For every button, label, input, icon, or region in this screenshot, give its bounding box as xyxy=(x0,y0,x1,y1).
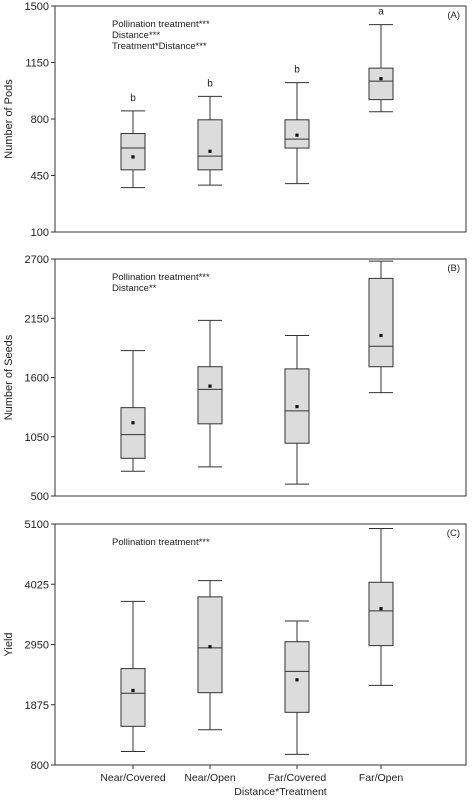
panel-a-annotation: Distance*** xyxy=(112,30,160,41)
panel-b-box-3-mean-marker xyxy=(379,333,383,338)
x-category-label: Far/Covered xyxy=(268,772,327,784)
panel-a-box-3-iqr xyxy=(368,67,394,101)
x-axis-label: Distance*Treatment xyxy=(234,786,326,798)
panel-c-y-tick-label: 5100 xyxy=(25,519,49,531)
panel-c-label: (C) xyxy=(447,528,460,539)
panel-a-y-tick-label: 100 xyxy=(31,227,49,239)
panel-a-box-1-iqr xyxy=(197,119,223,171)
panel-c-box-3-mean-marker xyxy=(379,607,383,611)
panel-c-y-tick-label: 1875 xyxy=(25,700,49,712)
panel-b-box-1-iqr xyxy=(197,366,223,425)
panel-a-y-tick-label: 450 xyxy=(31,171,49,183)
panel-a-box-2-significance-letter: b xyxy=(294,65,300,76)
panel-a-label: (A) xyxy=(447,10,460,21)
panel-b-y-axis-label: Number of Seeds xyxy=(3,334,15,420)
panel-c-y-tick-label: 2950 xyxy=(25,640,49,652)
x-category-label: Near/Covered xyxy=(100,772,166,784)
panel-c-y-tick-label: 4025 xyxy=(25,579,49,591)
panel-a-box-3-mean-marker xyxy=(379,77,383,81)
panel-a-y-tick-label: 1500 xyxy=(25,1,49,13)
panel-c-box-2-mean-marker xyxy=(295,678,299,682)
panel-a-box-0-significance-letter: b xyxy=(130,93,136,104)
panel-c-annotation: Pollination treatment*** xyxy=(112,537,210,548)
panel-c-frame xyxy=(54,523,467,766)
panel-c-box-1-iqr xyxy=(197,596,223,694)
panel-a-box-1-mean-marker xyxy=(208,149,212,153)
panel-a-annotation: Treatment*Distance*** xyxy=(112,41,207,52)
panel-b-box-1-mean-marker xyxy=(208,384,212,388)
panel-a-annotation: Pollination treatment*** xyxy=(112,19,210,30)
panel-a-box-1-significance-letter: b xyxy=(207,78,213,89)
x-category-label: Far/Open xyxy=(359,772,404,784)
panel-c-y-axis-label: Yield xyxy=(3,632,15,656)
panel-c-box-0-iqr xyxy=(120,668,146,727)
panel-c-box-1-mean-marker xyxy=(208,645,212,649)
panel-a-box-0-mean-marker xyxy=(131,155,135,159)
panel-b-annotation: Pollination treatment*** xyxy=(112,272,210,283)
panel-b-box-0-iqr xyxy=(120,407,146,459)
panel-a-y-tick-label: 1150 xyxy=(25,58,49,70)
panel-a-box-2-mean-marker xyxy=(295,133,299,137)
panel-a-box-3-significance-letter: a xyxy=(378,7,384,18)
panel-c-y-tick-label: 800 xyxy=(31,760,49,772)
panel-c-box-0-mean-marker xyxy=(131,688,135,693)
panel-a-y-tick-label: 800 xyxy=(31,114,49,126)
panel-b-y-tick-label: 500 xyxy=(31,491,49,503)
panel-b-box-0-mean-marker xyxy=(131,421,135,425)
panel-c-box-2-iqr xyxy=(284,641,310,713)
panel-a-box-0-iqr xyxy=(120,133,146,171)
panel-c-box-3-iqr xyxy=(368,581,394,647)
panel-b-box-3-iqr xyxy=(368,277,394,368)
panel-b-y-tick-label: 2700 xyxy=(25,254,49,266)
panel-b-y-tick-label: 1050 xyxy=(25,432,49,444)
panel-b-frame xyxy=(54,258,467,497)
panel-b-y-tick-label: 2150 xyxy=(25,313,49,325)
panel-a-y-axis-label: Number of Pods xyxy=(3,79,15,159)
panel-b-box-2-mean-marker xyxy=(295,404,299,409)
panel-b-label: (B) xyxy=(447,263,460,274)
panel-b-annotation: Distance** xyxy=(112,283,157,294)
x-category-label: Near/Open xyxy=(184,772,236,784)
panel-b-y-tick-label: 1600 xyxy=(25,373,49,385)
